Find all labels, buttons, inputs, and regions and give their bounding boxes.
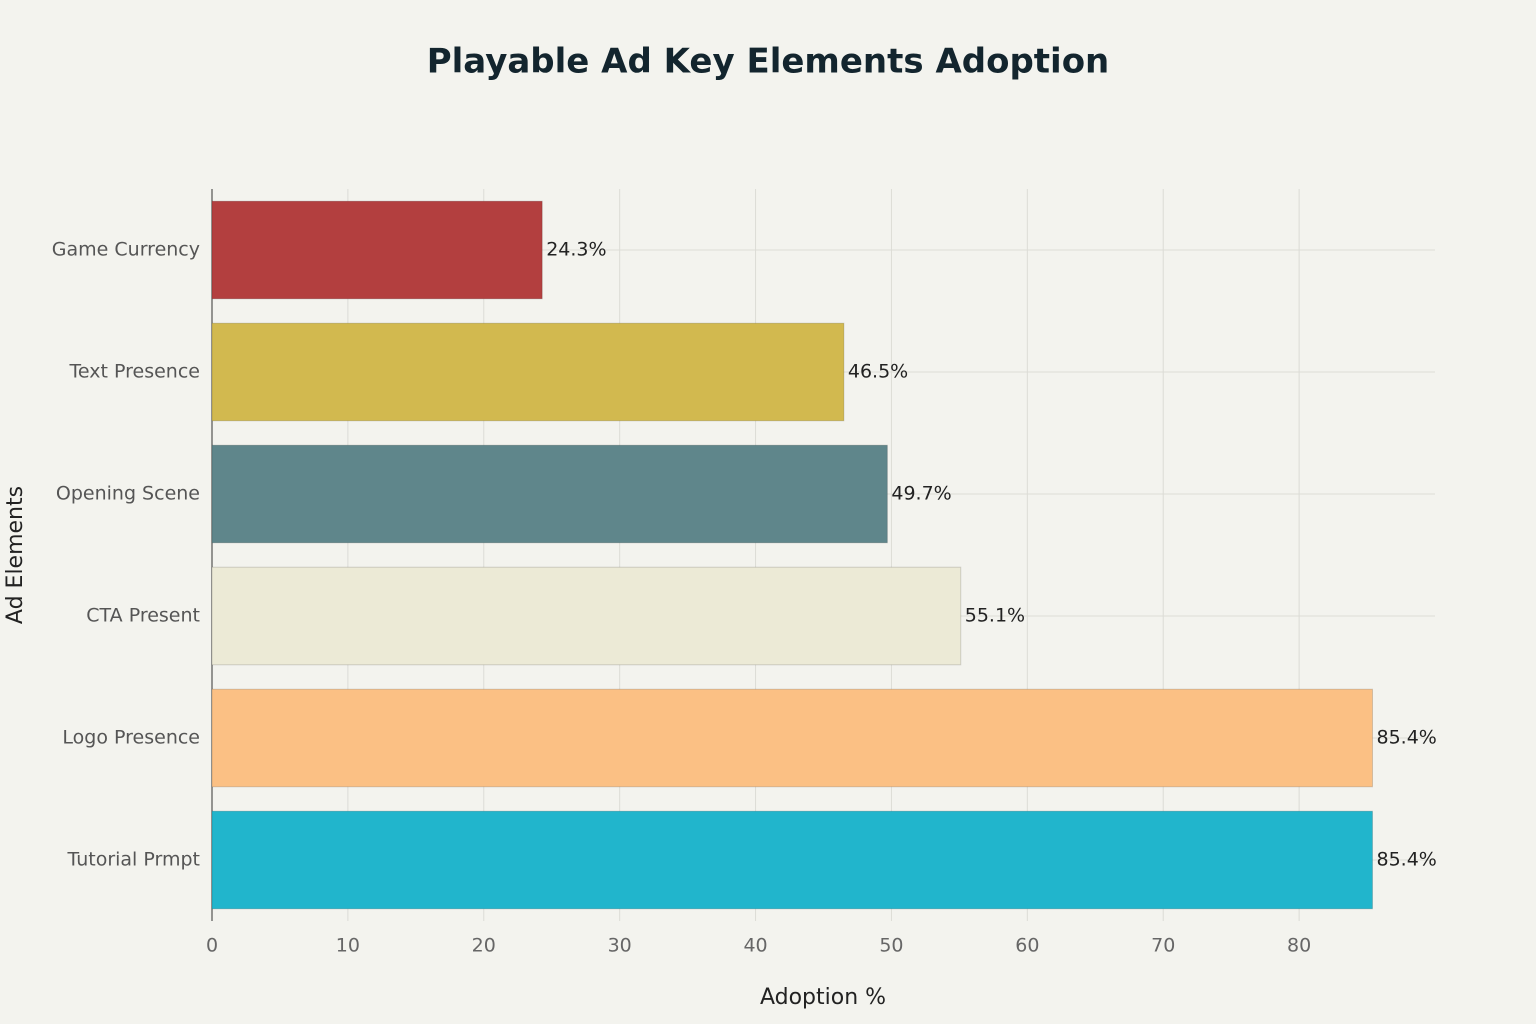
y-tick-label: Tutorial Prmpt [66, 849, 200, 871]
x-tick-label: 70 [1151, 935, 1175, 957]
value-label: 49.7% [891, 483, 951, 505]
x-tick-label: 40 [743, 935, 767, 957]
chart-title: Playable Ad Key Elements Adoption [427, 42, 1110, 82]
y-tick-label: Game Currency [52, 239, 200, 261]
x-tick-label: 20 [472, 935, 496, 957]
value-label: 24.3% [546, 239, 606, 261]
value-label: 85.4% [1376, 849, 1436, 871]
bar [211, 322, 845, 422]
bar [211, 200, 543, 300]
y-tick-label: Text Presence [69, 361, 200, 383]
bar [211, 810, 1373, 910]
x-tick-label: 50 [879, 935, 903, 957]
bar [211, 688, 1373, 788]
bar [211, 566, 962, 666]
x-tick-label: 80 [1287, 935, 1311, 957]
y-axis-label: Ad Elements [3, 486, 28, 624]
x-tick-label: 30 [608, 935, 632, 957]
y-tick-label: CTA Present [86, 605, 200, 627]
bar [211, 444, 888, 544]
x-tick-label: 10 [336, 935, 360, 957]
value-label: 46.5% [848, 361, 908, 383]
value-label: 55.1% [965, 605, 1025, 627]
y-tick-label: Logo Presence [62, 727, 200, 749]
x-axis-label: Adoption % [760, 985, 886, 1010]
y-tick-label: Opening Scene [56, 483, 200, 505]
x-tick-label: 60 [1015, 935, 1039, 957]
value-label: 85.4% [1376, 727, 1436, 749]
x-tick-label: 0 [206, 935, 218, 957]
